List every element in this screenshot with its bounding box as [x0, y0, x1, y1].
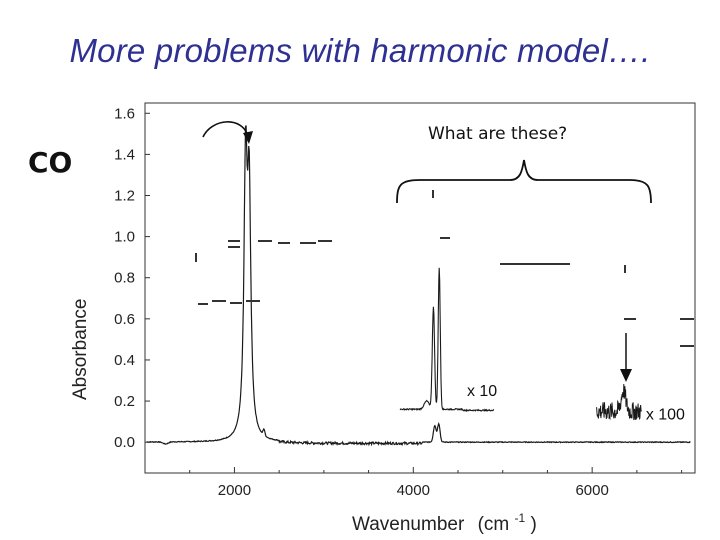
y-tick-label: 0.2	[114, 393, 135, 410]
x-axis-title-unit: (cm	[478, 514, 510, 535]
x-tick-label: 6000	[575, 482, 608, 499]
y-tick-label: 1.4	[114, 146, 135, 163]
arrowhead-icon	[243, 131, 253, 144]
x-tick-label: 2000	[218, 482, 251, 499]
x-axis-title: Wavenumber (cm -1 )	[352, 506, 537, 535]
down-arrow-icon	[620, 369, 632, 382]
inset-x100-label: x 100	[646, 407, 685, 424]
y-tick-label: 0.4	[114, 352, 135, 369]
scan-artifact-marks	[195, 190, 694, 347]
plot-frame	[144, 102, 696, 474]
x-axis-title-text: Wavenumber	[352, 514, 465, 535]
x-tick-label: 4000	[397, 482, 430, 499]
curved-arrow-icon	[202, 121, 249, 138]
inset-x10-line	[399, 267, 495, 413]
y-axis-ticks: 0.0 0.2 0.4 0.6 0.8 1.0 1.2 1.4 1.6	[114, 105, 150, 451]
main-spectrum-line	[146, 125, 691, 447]
inset-x10-label: x 10	[467, 383, 497, 400]
y-tick-label: 0.6	[114, 311, 135, 328]
y-axis-title: Absorbance	[70, 299, 91, 400]
y-tick-label: 0.8	[114, 270, 135, 287]
y-tick-label: 1.0	[114, 229, 135, 246]
x-axis-ticks: 2000 4000 6000	[144, 467, 683, 499]
x-axis-title-close: )	[530, 514, 536, 535]
curly-brace-icon	[396, 159, 652, 204]
molecule-label: CO	[28, 146, 73, 179]
slide-title: More problems with harmonic model….	[69, 32, 651, 69]
inset-x100-line	[596, 383, 642, 421]
question-annotation: What are these?	[428, 124, 568, 144]
y-tick-label: 1.6	[114, 105, 135, 122]
y-tick-label: 0.0	[114, 434, 135, 451]
y-tick-label: 1.2	[114, 188, 135, 205]
x-axis-title-sup: -1	[515, 511, 526, 525]
